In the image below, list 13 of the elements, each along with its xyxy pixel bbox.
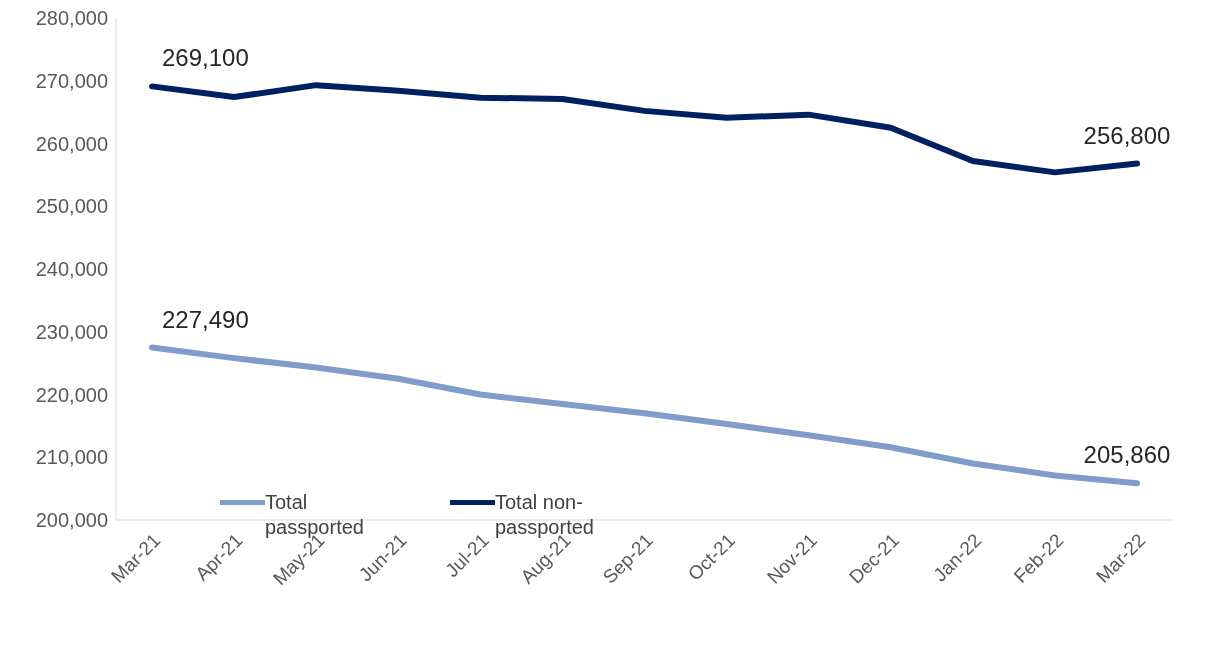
y-tick-label: 200,000 — [35, 509, 108, 532]
y-tick-label: 260,000 — [35, 132, 108, 155]
y-tick-label: 280,000 — [35, 7, 108, 30]
data-label: 227,490 — [162, 305, 249, 333]
y-tick-label: 210,000 — [35, 446, 108, 469]
y-tick-label: 250,000 — [35, 195, 108, 218]
data-label: 269,100 — [162, 44, 249, 72]
y-tick-label: 240,000 — [35, 258, 108, 281]
y-tick-label: 220,000 — [35, 383, 108, 406]
data-label: 205,860 — [1083, 441, 1171, 469]
data-label: 256,800 — [1083, 121, 1171, 149]
y-tick-label: 230,000 — [35, 320, 108, 343]
y-tick-label: 270,000 — [35, 69, 108, 92]
